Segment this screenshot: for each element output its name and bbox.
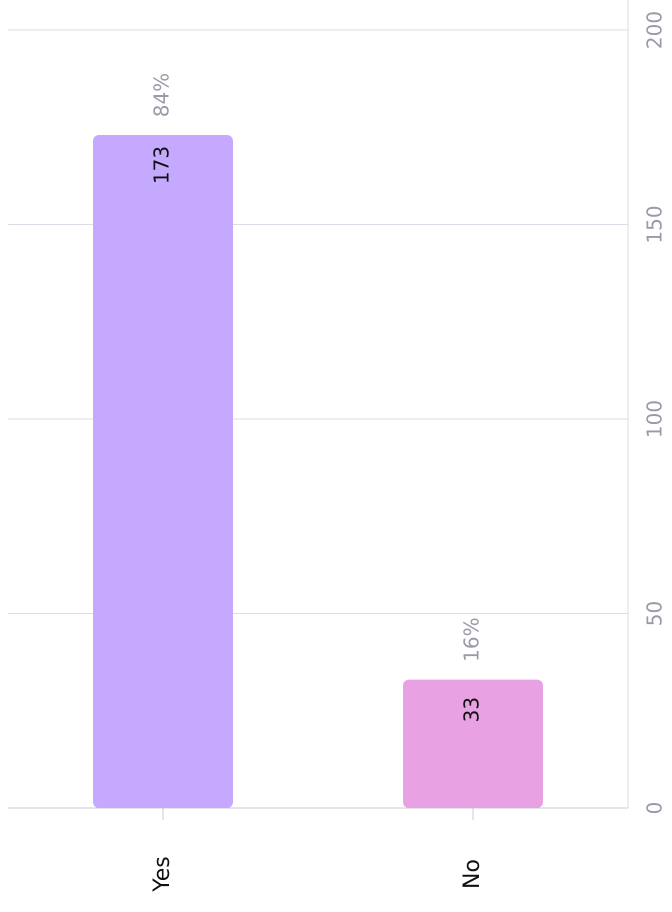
- value-label: 173: [150, 146, 174, 184]
- y-tick-label: 100: [643, 400, 667, 438]
- y-tick-label: 150: [643, 205, 667, 243]
- x-tick-label: No: [460, 859, 485, 889]
- percentage-label: 84%: [150, 73, 174, 117]
- y-tick-label: 0: [643, 802, 667, 815]
- y-tick-label: 50: [643, 601, 667, 626]
- bar: [93, 135, 233, 808]
- value-label: 33: [460, 697, 484, 722]
- bar: [403, 679, 543, 808]
- x-tick-label: Yes: [150, 856, 175, 893]
- y-tick-label: 200: [643, 11, 667, 49]
- percentage-label: 16%: [460, 617, 484, 661]
